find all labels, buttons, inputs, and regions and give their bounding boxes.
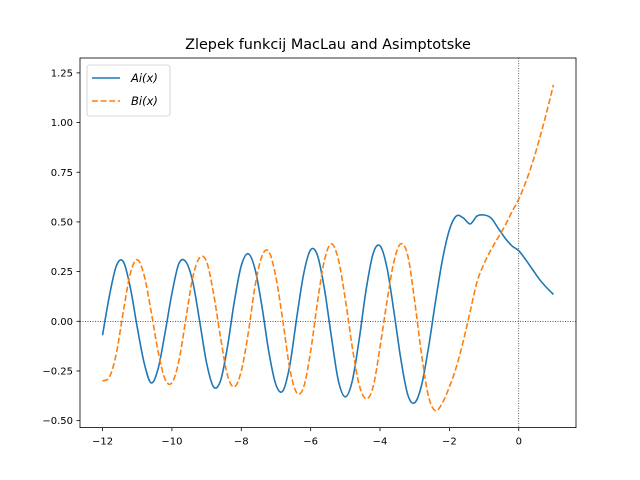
x-tick-label: −4 [373, 437, 388, 448]
x-tick-label: −12 [92, 437, 113, 448]
reference-lines [80, 58, 576, 428]
series-layer [101, 84, 555, 412]
x-tick-label: −2 [442, 437, 457, 448]
y-axis-ticks: −0.50 −0.25 0.00 0.25 0.50 0.75 1.00 1.25 [42, 69, 80, 427]
axes-frame [79, 57, 577, 429]
y-tick-label: 0.25 [51, 267, 73, 278]
y-tick-label: −0.25 [42, 367, 73, 378]
legend-label-0: Ai(x) [130, 71, 158, 85]
x-tick-label: −8 [234, 437, 249, 448]
y-tick-label: 0.50 [51, 218, 73, 229]
y-tick-label: 1.00 [51, 118, 73, 129]
y-tick-label: 0.00 [51, 317, 73, 328]
chart-title: Zlepek funkcij MacLau and Asimptotske [185, 37, 471, 53]
y-tick-label: 0.75 [51, 168, 73, 179]
x-tick-label: −6 [303, 437, 318, 448]
x-tick-label: 0 [516, 437, 522, 448]
series-line-1 [102, 84, 555, 412]
legend-label-1: Bi(x) [131, 94, 158, 108]
legend: Ai(x) Bi(x) [86, 64, 171, 117]
y-tick-label: −0.50 [42, 416, 73, 427]
x-tick-label: −10 [161, 437, 182, 448]
x-axis-ticks: −12 −10 −8 −6 −4 −2 0 [92, 427, 522, 448]
y-tick-label: 1.25 [51, 69, 73, 80]
series-line-0 [101, 213, 555, 405]
